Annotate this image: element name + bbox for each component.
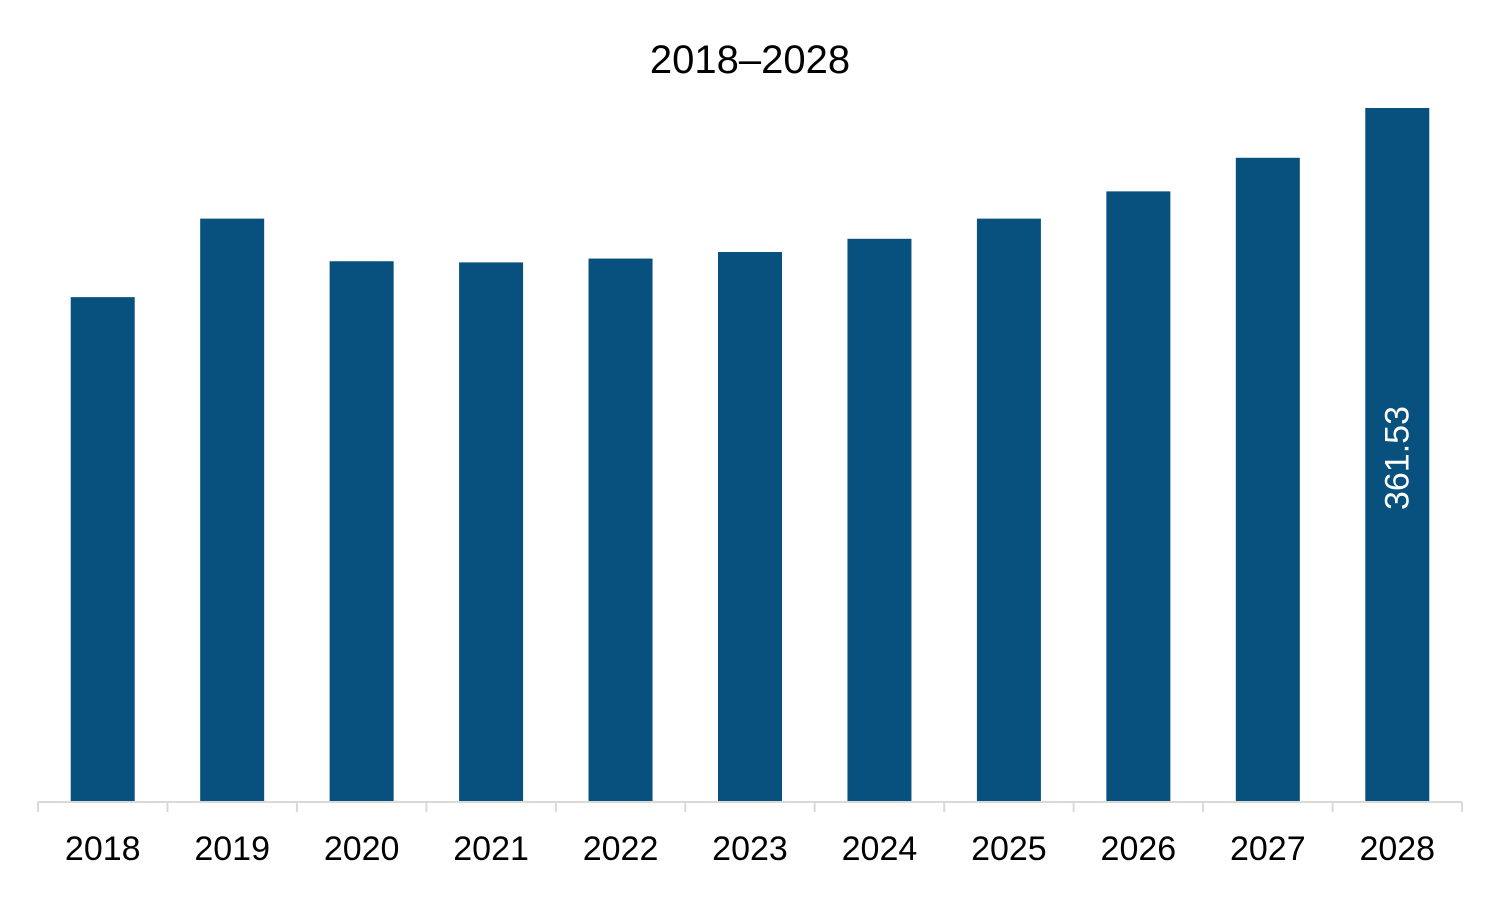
chart-title: 2018–2028 (650, 38, 850, 82)
bar-2021 (459, 262, 524, 802)
x-tick-label-2019: 2019 (194, 830, 270, 868)
bar-2018 (70, 297, 135, 802)
x-tick-labels: 2018 2019 2020 2021 2022 2023 2024 2025 2026 2027… (65, 830, 1435, 868)
data-labels: 361.53 (1378, 406, 1416, 510)
x-tick-label-2023: 2023 (712, 830, 788, 868)
x-tick-label-2024: 2024 (842, 830, 918, 868)
bar-2025 (976, 218, 1041, 802)
x-tick-label-2028: 2028 (1359, 830, 1435, 868)
bar-2022 (588, 258, 653, 802)
x-tick-label-2025: 2025 (971, 830, 1047, 868)
bar-2024 (847, 238, 912, 802)
data-label-2028: 361.53 (1378, 406, 1416, 510)
x-tick-label-2022: 2022 (583, 830, 659, 868)
bar-2019 (200, 218, 265, 802)
bar-2026 (1106, 191, 1171, 802)
x-tick-label-2027: 2027 (1230, 830, 1306, 868)
x-tick-label-2020: 2020 (324, 830, 400, 868)
bar-2020 (329, 261, 394, 802)
x-tick-label-2026: 2026 (1101, 830, 1177, 868)
x-tick-label-2018: 2018 (65, 830, 141, 868)
x-tick-label-2021: 2021 (453, 830, 529, 868)
x-axis (37, 801, 1463, 812)
bar-2023 (718, 252, 782, 802)
bar-2028 (1365, 108, 1430, 802)
bars-group (70, 108, 1430, 802)
bar-2027 (1235, 157, 1300, 802)
